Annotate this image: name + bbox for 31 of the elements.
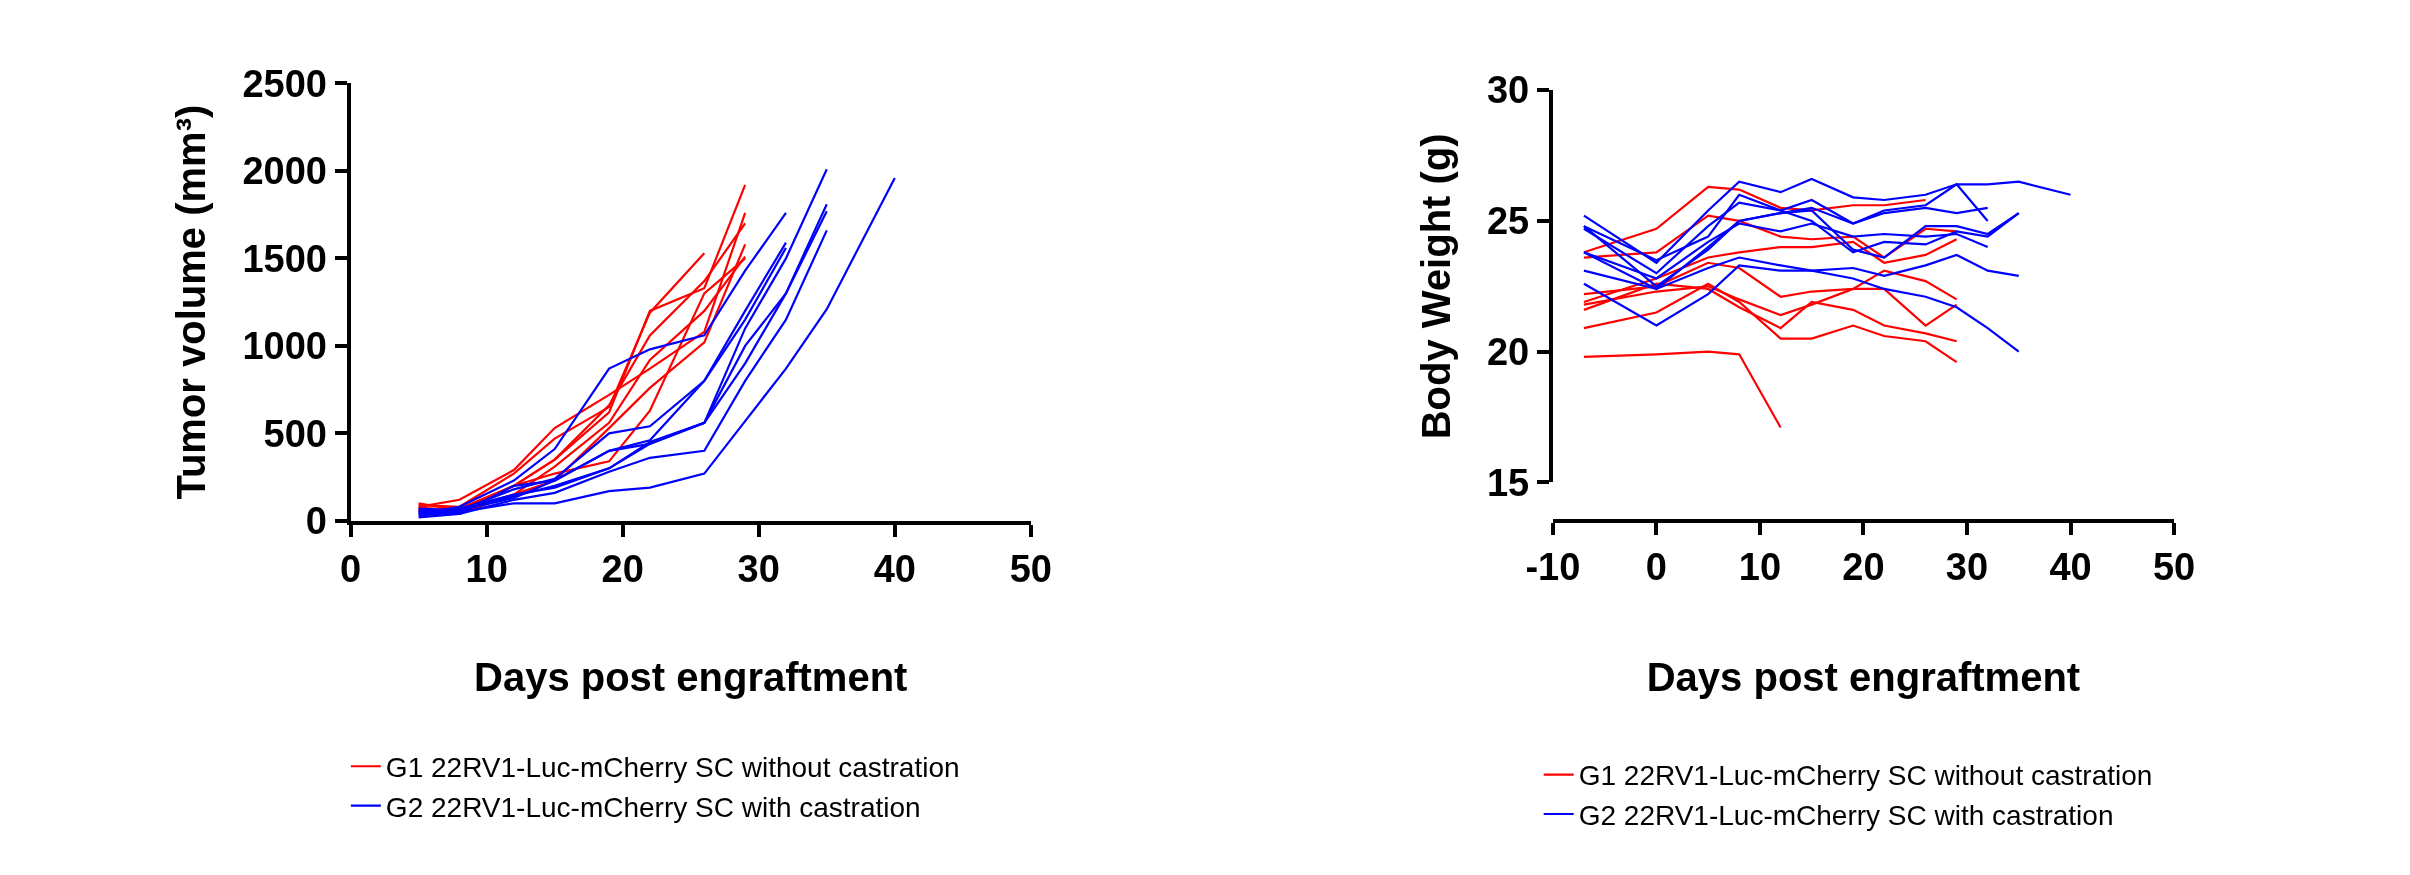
y-tick-label: 1000 — [242, 325, 327, 368]
y-tick-label: 0 — [305, 500, 327, 543]
x-tick-label: 0 — [340, 548, 362, 591]
y-axis-title: Body Weight (g) — [1413, 133, 1458, 440]
x-axis-title: Days post engraftment — [474, 655, 908, 700]
x-tick-label: 40 — [2049, 546, 2092, 589]
legend-label: G2 22RV1-Luc-mCherry SC with castration — [385, 791, 921, 823]
x-tick-label: 40 — [873, 548, 916, 591]
y-tick-label: 20 — [1486, 331, 1530, 373]
legend-label: G1 22RV1-Luc-mCherry SC without castration — [1578, 760, 2153, 792]
legend-label: G1 22RV1-Luc-mCherry SC without castration — [385, 752, 960, 784]
x-tick-label: 10 — [1738, 546, 1782, 589]
x-tick-label: 30 — [1945, 546, 1989, 589]
y-tick-label: 1500 — [242, 237, 327, 280]
x-tick-label: 10 — [465, 548, 508, 591]
x-tick-label: 20 — [1842, 546, 1885, 589]
x-tick-label: 50 — [2152, 546, 2196, 589]
x-axis-title: Days post engraftment — [1646, 655, 2081, 700]
y-axis-title: Tumor volume (mm³) — [169, 104, 214, 500]
y-tick-label: 500 — [263, 412, 327, 455]
x-tick-label: 20 — [601, 548, 644, 591]
y-tick-label: 15 — [1486, 461, 1530, 504]
y-tick-label: 2500 — [242, 62, 327, 105]
y-tick-label: 2000 — [242, 150, 327, 193]
x-tick-label: -10 — [1525, 546, 1581, 589]
legend-label: G2 22RV1-Luc-mCherry SC with castration — [1578, 799, 2114, 831]
y-tick-label: 25 — [1486, 200, 1530, 243]
x-tick-label: 50 — [1009, 548, 1052, 591]
x-tick-label: 0 — [1645, 546, 1667, 589]
x-tick-label: 30 — [737, 548, 780, 591]
y-tick-label: 30 — [1486, 69, 1530, 112]
